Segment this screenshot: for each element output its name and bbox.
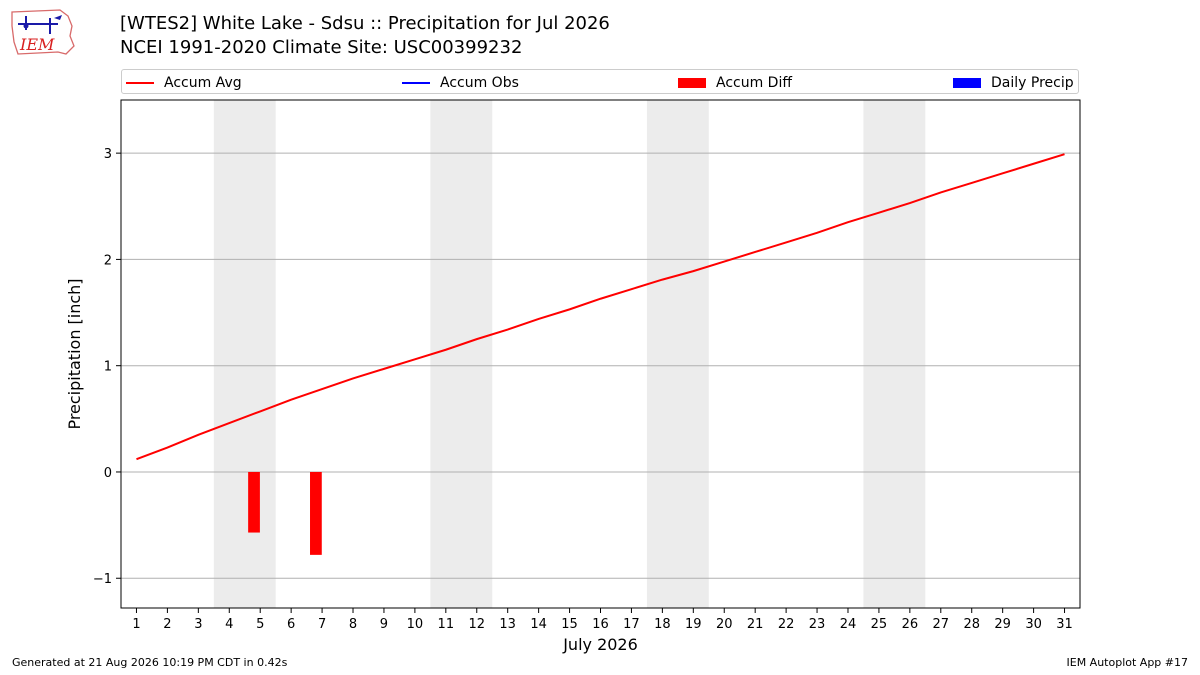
x-tick-label: 14 (530, 617, 547, 632)
x-tick-label: 26 (902, 617, 919, 632)
legend-item-accum-diff: Accum Diff (678, 70, 792, 95)
x-tick-label: 1 (132, 617, 140, 632)
legend-label: Daily Precip (991, 74, 1074, 91)
weekend-band (646, 100, 709, 608)
x-tick-label: 24 (840, 617, 857, 632)
legend-item-accum-obs: Accum Obs (402, 70, 519, 95)
x-tick-label: 7 (318, 617, 326, 632)
x-tick-label: 21 (747, 617, 764, 632)
x-axis-label: July 2026 (562, 635, 638, 654)
iem-logo: IEM (11, 9, 75, 55)
x-tick-label: 5 (256, 617, 264, 632)
y-tick-label: 3 (104, 147, 112, 162)
x-tick-label: 8 (349, 617, 357, 632)
x-tick-label: 23 (809, 617, 826, 632)
accum-diff-bar (248, 471, 260, 533)
weekend-band (863, 100, 926, 608)
x-tick-label: 16 (592, 617, 609, 632)
x-tick-label: 11 (438, 617, 455, 632)
x-tick-label: 31 (1056, 617, 1073, 632)
x-tick-label: 4 (225, 617, 233, 632)
accum-avg-line (136, 153, 1065, 461)
legend-item-accum-avg: Accum Avg (126, 70, 242, 95)
x-tick-label: 3 (194, 617, 202, 632)
chart-title: [WTES2] White Lake - Sdsu :: Precipitati… (120, 13, 610, 34)
x-tick-label: 29 (994, 617, 1011, 632)
x-tick-label: 30 (1025, 617, 1042, 632)
x-tick-label: 2 (163, 617, 171, 632)
y-tick-label: −1 (93, 572, 112, 587)
legend-item-daily-precip: Daily Precip (953, 70, 1074, 95)
chart-legend: Accum Avg Accum Obs Accum Diff Daily Pre… (121, 69, 1079, 94)
x-tick-label: 6 (287, 617, 295, 632)
x-tick-label: 19 (685, 617, 702, 632)
y-tick-label: 2 (104, 253, 112, 268)
x-tick-label: 25 (871, 617, 888, 632)
legend-swatch-accum-avg (126, 81, 154, 84)
legend-label: Accum Avg (164, 74, 242, 91)
legend-label: Accum Diff (716, 74, 793, 91)
legend-label: Accum Obs (440, 74, 519, 91)
y-tick-label: 0 (104, 466, 112, 481)
x-tick-label: 10 (407, 617, 424, 632)
x-tick-label: 17 (623, 617, 640, 632)
x-tick-label: 15 (561, 617, 578, 632)
y-tick-label: 1 (104, 360, 112, 375)
y-axis-label: Precipitation [inch] (65, 278, 84, 429)
svg-text:IEM: IEM (19, 35, 55, 54)
x-tick-label: 22 (778, 617, 795, 632)
plot-frame (120, 99, 1081, 609)
legend-swatch-accum-diff (678, 77, 706, 88)
weekend-band (213, 100, 276, 608)
legend-swatch-daily-precip (953, 77, 981, 88)
legend-swatch-accum-obs (402, 81, 430, 84)
x-tick-label: 20 (716, 617, 733, 632)
x-tick-label: 13 (499, 617, 516, 632)
generated-timestamp: Generated at 21 Aug 2026 10:19 PM CDT in… (12, 656, 288, 669)
x-tick-label: 12 (468, 617, 485, 632)
app-credit: IEM Autoplot App #17 (1066, 656, 1189, 669)
x-tick-label: 28 (963, 617, 980, 632)
x-tick-label: 9 (380, 617, 388, 632)
accum-diff-bar (310, 471, 322, 555)
x-tick-label: 18 (654, 617, 671, 632)
x-tick-label: 27 (933, 617, 950, 632)
chart-subtitle: NCEI 1991-2020 Climate Site: USC00399232 (120, 37, 523, 58)
weekend-band (430, 100, 493, 608)
